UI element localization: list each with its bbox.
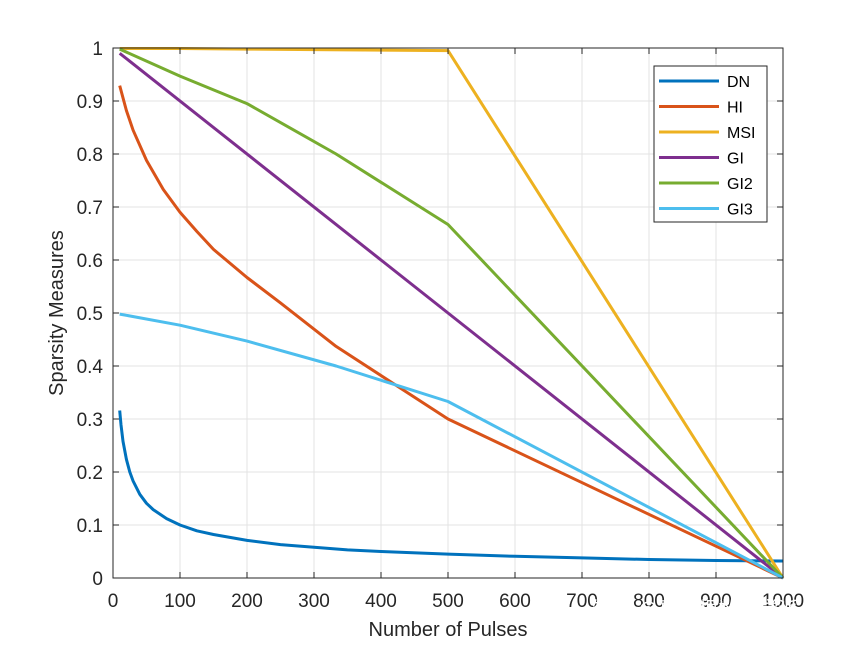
y-tick-label: 0.5: [77, 304, 103, 325]
legend-item-msi: MSI: [659, 125, 755, 142]
y-tick-label: 0.9: [77, 92, 103, 113]
y-axis-ticks: 0 0.1 0.2 0.3 0.4 0.5 0.6 0.7 0.8 0.9 1: [77, 39, 783, 590]
series-line-gi2: [119, 47, 785, 580]
legend-item-gi2: GI2: [659, 176, 753, 193]
y-tick-label: 0.3: [77, 410, 103, 431]
legend-item-gi3: GI3: [659, 202, 753, 219]
y-tick-label: 0.6: [77, 251, 103, 272]
x-tick-label: 800: [633, 591, 665, 612]
y-tick-label: 1: [92, 39, 103, 60]
x-tick-label: 100: [164, 591, 196, 612]
legend-label-gi: GI: [727, 151, 744, 168]
legend-label-gi2: GI2: [727, 176, 753, 193]
legend-label-hi: HI: [727, 100, 743, 117]
y-axis-label: Sparsity Measures: [46, 230, 68, 396]
x-tick-label: 600: [499, 591, 531, 612]
y-tick-label: 0.7: [77, 198, 103, 219]
legend-label-dn: DN: [727, 74, 750, 91]
legend-item-gi: GI: [659, 151, 744, 168]
legend: DN HI MSI GI GI2 GI3: [653, 65, 768, 223]
watermark-text: 知乎 @哥廷根数学学派: [592, 597, 798, 621]
series-line-gi: [118, 52, 784, 580]
x-tick-label: 300: [298, 591, 330, 612]
x-tick-label: 200: [231, 591, 263, 612]
legend-box: [653, 65, 768, 223]
series-line-hi: [118, 85, 784, 580]
x-tick-label: 900: [700, 591, 732, 612]
y-tick-label: 0.4: [77, 357, 104, 378]
x-tick-label: 500: [432, 591, 464, 612]
legend-label-msi: MSI: [727, 125, 755, 142]
x-tick-label: 400: [365, 591, 397, 612]
x-axis-label: Number of Pulses: [369, 619, 528, 641]
x-tick-label: 0: [108, 591, 119, 612]
legend-item-dn: DN: [659, 74, 750, 91]
series-line-gi3: [119, 312, 784, 580]
series-line-dn: [118, 410, 784, 563]
x-axis-ticks: 0 100 200 300 400 500 600 700 800 900 1000: [108, 48, 804, 612]
legend-item-hi: HI: [659, 100, 743, 117]
y-tick-label: 0.8: [77, 145, 103, 166]
x-tick-label: 700: [566, 591, 598, 612]
x-tick-label: 1000: [762, 591, 804, 612]
y-tick-label: 0.1: [77, 516, 103, 537]
legend-label-gi3: GI3: [727, 202, 753, 219]
y-tick-label: 0: [92, 569, 103, 590]
y-tick-label: 0.2: [77, 463, 103, 484]
